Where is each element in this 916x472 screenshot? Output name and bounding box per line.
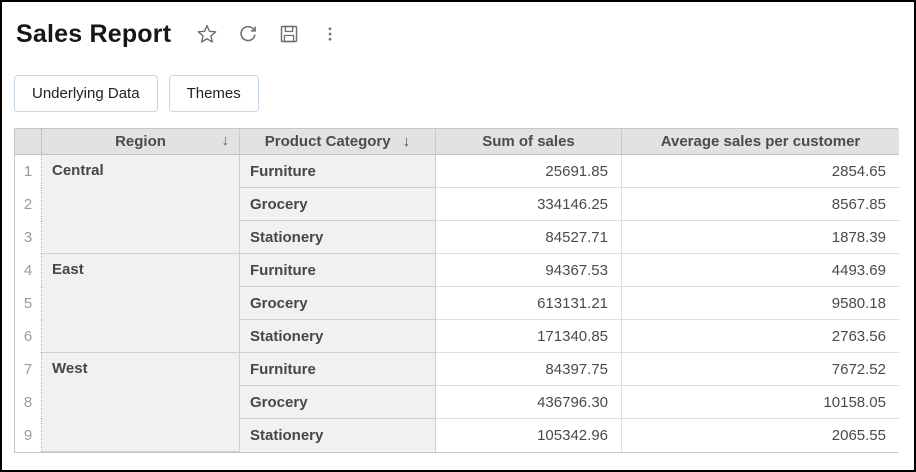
average-sales-cell: 4493.69 — [622, 254, 899, 287]
table-row: 6 Stationery 171340.85 2763.56 — [15, 320, 899, 353]
row-number: 5 — [15, 287, 42, 320]
table-row: 1 Central Furniture 25691.85 2854.65 — [15, 155, 899, 254]
column-header-average-sales[interactable]: Average sales per customer — [622, 129, 899, 155]
table-row: 9 Stationery 105342.96 2065.55 — [15, 419, 899, 452]
column-header-product-category-label: Product Category — [264, 133, 391, 150]
refresh-icon[interactable] — [236, 22, 260, 46]
average-sales-cell: 8567.85 — [622, 188, 899, 221]
sum-of-sales-cell: 171340.85 — [436, 320, 622, 353]
star-icon[interactable] — [195, 22, 219, 46]
themes-button[interactable]: Themes — [168, 75, 259, 112]
sum-of-sales-cell: 25691.85 — [436, 155, 622, 188]
category-cell: Furniture — [240, 155, 436, 188]
save-icon[interactable] — [277, 22, 301, 46]
column-header-region-label: Region — [115, 133, 166, 150]
average-sales-cell: 2854.65 — [622, 155, 899, 188]
column-header-product-category[interactable]: Product Category ↓ — [240, 129, 436, 155]
more-vertical-icon[interactable] — [318, 22, 342, 46]
average-sales-cell: 2065.55 — [622, 419, 899, 452]
row-number: 6 — [15, 320, 42, 353]
region-cell: East — [42, 254, 240, 353]
category-cell: Grocery — [240, 386, 436, 419]
category-cell: Grocery — [240, 188, 436, 221]
table-row: 5 Grocery 613131.21 9580.18 — [15, 287, 899, 320]
pivot-table-container: Region ↓ Product Category ↓ Sum of sales… — [14, 128, 899, 453]
category-cell: Furniture — [240, 254, 436, 287]
region-cell: West — [42, 353, 240, 452]
sales-pivot-table: Region ↓ Product Category ↓ Sum of sales… — [15, 129, 899, 452]
category-cell: Furniture — [240, 353, 436, 386]
page-title: Sales Report — [16, 19, 172, 48]
header-row: Region ↓ Product Category ↓ Sum of sales… — [15, 129, 899, 155]
column-header-region[interactable]: Region ↓ — [42, 129, 240, 155]
table-row: 4 East Furniture 94367.53 4493.69 — [15, 254, 899, 353]
average-sales-cell: 2763.56 — [622, 320, 899, 353]
column-header-sum-of-sales[interactable]: Sum of sales — [436, 129, 622, 155]
sort-descending-icon[interactable]: ↓ — [402, 133, 411, 150]
view-actions: Underlying Data Themes — [14, 75, 902, 112]
title-toolbar — [195, 22, 342, 46]
table-row: 7 West Furniture 84397.75 7672.52 — [15, 353, 899, 452]
average-sales-cell: 9580.18 — [622, 287, 899, 320]
sort-descending-icon[interactable]: ↓ — [221, 132, 230, 149]
sum-of-sales-cell: 84527.71 — [436, 221, 622, 254]
category-cell: Stationery — [240, 320, 436, 353]
average-sales-cell: 10158.05 — [622, 386, 899, 419]
table-row: 8 Grocery 436796.30 10158.05 — [15, 386, 899, 419]
table-row: 2 Grocery 334146.25 8567.85 — [15, 188, 899, 221]
row-number: 1 — [15, 155, 42, 188]
sum-of-sales-cell: 105342.96 — [436, 419, 622, 452]
region-cell: Central — [42, 155, 240, 254]
report-header: Sales Report — [16, 17, 902, 51]
average-sales-cell: 7672.52 — [622, 353, 899, 386]
row-number: 9 — [15, 419, 42, 452]
row-number: 7 — [15, 353, 42, 386]
sum-of-sales-cell: 94367.53 — [436, 254, 622, 287]
category-cell: Stationery — [240, 221, 436, 254]
sum-of-sales-cell: 84397.75 — [436, 353, 622, 386]
average-sales-cell: 1878.39 — [622, 221, 899, 254]
corner-header-cell — [15, 129, 42, 155]
row-number: 8 — [15, 386, 42, 419]
table-row: 3 Stationery 84527.71 1878.39 — [15, 221, 899, 254]
sum-of-sales-cell: 334146.25 — [436, 188, 622, 221]
row-number: 2 — [15, 188, 42, 221]
underlying-data-button[interactable]: Underlying Data — [14, 75, 158, 112]
category-cell: Grocery — [240, 287, 436, 320]
column-header-sum-of-sales-label: Sum of sales — [482, 133, 575, 150]
row-number: 4 — [15, 254, 42, 287]
column-header-average-sales-label: Average sales per customer — [660, 133, 861, 150]
sum-of-sales-cell: 613131.21 — [436, 287, 622, 320]
category-cell: Stationery — [240, 419, 436, 452]
sum-of-sales-cell: 436796.30 — [436, 386, 622, 419]
row-number: 3 — [15, 221, 42, 254]
